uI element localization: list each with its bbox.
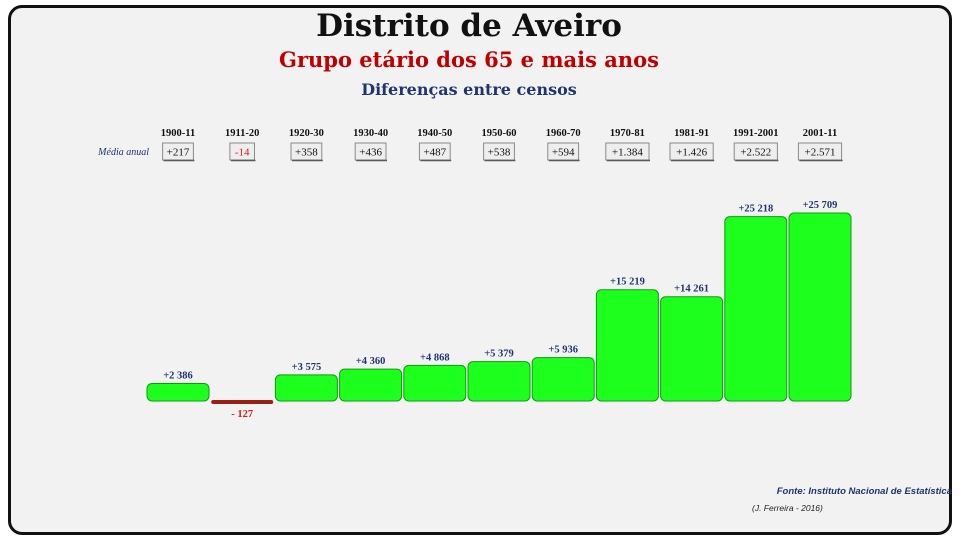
bar-value-label: - 127 bbox=[231, 409, 253, 420]
period-label: 1950-60 bbox=[482, 128, 517, 139]
bar-value-label: +14 261 bbox=[674, 284, 709, 295]
bar bbox=[467, 361, 531, 402]
bar bbox=[339, 368, 403, 402]
chart-subtitle-secondary: Diferenças entre censos bbox=[361, 80, 577, 99]
bar-value-label: +2 386 bbox=[163, 371, 193, 382]
annual-average-value: +2.522 bbox=[740, 147, 771, 159]
bar bbox=[595, 289, 659, 402]
bar-value-label: +5 379 bbox=[484, 349, 514, 360]
period-label: 1991-2001 bbox=[733, 128, 779, 139]
annual-average-value: +1.384 bbox=[612, 147, 643, 159]
period-label: 1981-91 bbox=[674, 128, 709, 139]
period-label: 1960-70 bbox=[546, 128, 581, 139]
annual-average-value: +538 bbox=[488, 147, 511, 159]
bar bbox=[531, 357, 595, 402]
author-credit: (J. Ferreira - 2016) bbox=[752, 503, 823, 513]
bar bbox=[660, 296, 724, 402]
annual-average-value: +2.571 bbox=[805, 147, 836, 159]
annual-average-value: +217 bbox=[167, 147, 190, 159]
bar-value-label: +3 575 bbox=[292, 362, 322, 373]
period-label: 1911-20 bbox=[225, 128, 259, 139]
period-label: 1930-40 bbox=[353, 128, 388, 139]
annual-average-value: +1.426 bbox=[676, 147, 707, 159]
bars-group bbox=[146, 212, 852, 404]
bar-value-label: +25 218 bbox=[738, 204, 773, 215]
value-labels-group: +2 386 - 127 +3 575 +4 360 +4 868 +5 379 +5 93… bbox=[163, 200, 837, 420]
annual-average-row-label: Média anual bbox=[97, 147, 149, 158]
period-label: 1900-11 bbox=[161, 128, 195, 139]
bar-value-label: +5 936 bbox=[548, 345, 578, 356]
annual-average-value: +487 bbox=[423, 147, 446, 159]
annual-average-value: -14 bbox=[235, 147, 250, 159]
bar bbox=[403, 364, 467, 402]
annual-average-value: +594 bbox=[552, 147, 575, 159]
chart-title: Distrito de Aveiro bbox=[316, 8, 622, 44]
period-label: 1940-50 bbox=[417, 128, 452, 139]
chart-subtitle: Grupo etário dos 65 e mais anos bbox=[279, 47, 659, 72]
bar bbox=[146, 383, 210, 402]
bar bbox=[274, 374, 338, 402]
bar bbox=[724, 216, 788, 402]
source-note: Fonte: Instituto Nacional de Estatística bbox=[776, 486, 952, 497]
annual-average-value: +358 bbox=[295, 147, 318, 159]
annual-average-row: Média anual +217 -14 +358 +436 +487 +538 +594 +1… bbox=[97, 142, 843, 162]
bar bbox=[788, 212, 852, 402]
bar-value-label: +4 360 bbox=[356, 356, 386, 367]
period-label: 2001-11 bbox=[803, 128, 837, 139]
period-header-row: 1900-11 1911-20 1920-30 1930-40 1940-50 1950-… bbox=[161, 128, 837, 139]
annual-average-value: +436 bbox=[359, 147, 382, 159]
bar-value-label: +4 868 bbox=[420, 352, 450, 363]
period-label: 1920-30 bbox=[289, 128, 324, 139]
bar-value-label: +25 709 bbox=[803, 200, 838, 211]
bar-value-label: +15 219 bbox=[610, 277, 645, 288]
period-label: 1970-81 bbox=[610, 128, 645, 139]
bar-negative bbox=[211, 400, 274, 404]
